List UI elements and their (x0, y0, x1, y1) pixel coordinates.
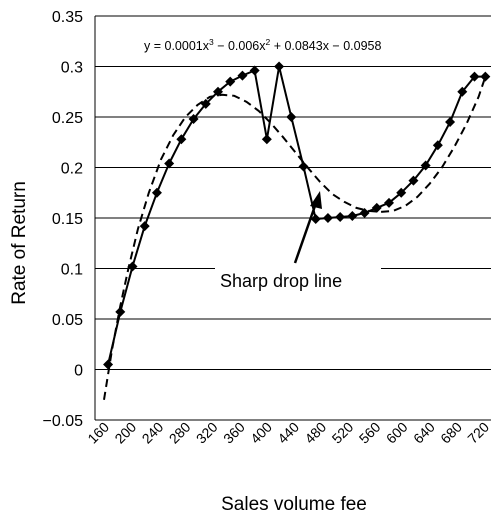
data-point (420, 160, 431, 171)
data-point (480, 71, 491, 82)
data-point (445, 117, 456, 128)
data-point (176, 134, 187, 145)
data-point (286, 112, 297, 122)
y-tick-label: 0.2 (61, 161, 83, 178)
data-point (249, 65, 260, 76)
x-axis-title: Sales volume fee (221, 494, 367, 515)
y-tick-label: 0.35 (52, 9, 83, 26)
data-point (274, 61, 285, 72)
data-point (188, 114, 199, 125)
data-point (103, 359, 114, 370)
data-point (396, 187, 407, 198)
marker-layer (103, 61, 491, 370)
data-point (139, 221, 150, 232)
data-point (432, 140, 443, 151)
data-point (457, 86, 468, 97)
y-tick-label: 0.1 (61, 262, 83, 279)
data-point (298, 161, 309, 172)
y-axis-title: Rate of Return (9, 181, 30, 305)
data-point (127, 261, 138, 272)
eq-exp2: 2 (266, 37, 271, 47)
data-point (200, 98, 211, 109)
data-point (115, 306, 126, 317)
y-tick-label: 0.3 (61, 60, 83, 77)
data-point (371, 202, 382, 213)
annotation-arrow (293, 191, 322, 264)
eq-term1: 0.0001x (165, 39, 210, 53)
trend-equation: y = 0.0001x3 − 0.006x2 + 0.0843x − 0.095… (144, 37, 381, 53)
data-point (347, 210, 358, 221)
annotation-arrow-head (310, 191, 322, 209)
eq-rest: + 0.0843x − 0.0958 (270, 39, 381, 53)
data-point (408, 175, 419, 186)
data-point (469, 71, 480, 82)
y-tick-label: 0.25 (52, 110, 83, 127)
eq-term2: − 0.006x (214, 39, 267, 53)
data-point (164, 158, 175, 169)
y-tick-label: 0.05 (52, 312, 83, 329)
data-point (310, 214, 321, 225)
data-point (261, 134, 272, 145)
data-point (359, 207, 370, 218)
data-point (384, 197, 394, 208)
eq-prefix: y = (144, 39, 165, 53)
data-point (151, 187, 162, 198)
data-point (225, 76, 236, 87)
data-point (237, 70, 248, 81)
y-tick-labels: 0.35 0.3 0.25 0.2 0.15 0.1 0.05 0 −0.05 (43, 9, 84, 430)
axes (94, 16, 491, 421)
data-point (322, 213, 333, 223)
annotation-label-bg (215, 268, 381, 292)
annotation-arrow-shaft (293, 202, 318, 264)
y-tick-label: 0.15 (52, 211, 83, 228)
y-tick-label: −0.05 (43, 413, 84, 430)
y-tick-label: 0 (74, 363, 83, 380)
data-point (213, 86, 223, 97)
eq-exp1: 3 (209, 37, 214, 47)
annotation-label: Sharp drop line (220, 271, 342, 291)
data-point (335, 211, 346, 222)
